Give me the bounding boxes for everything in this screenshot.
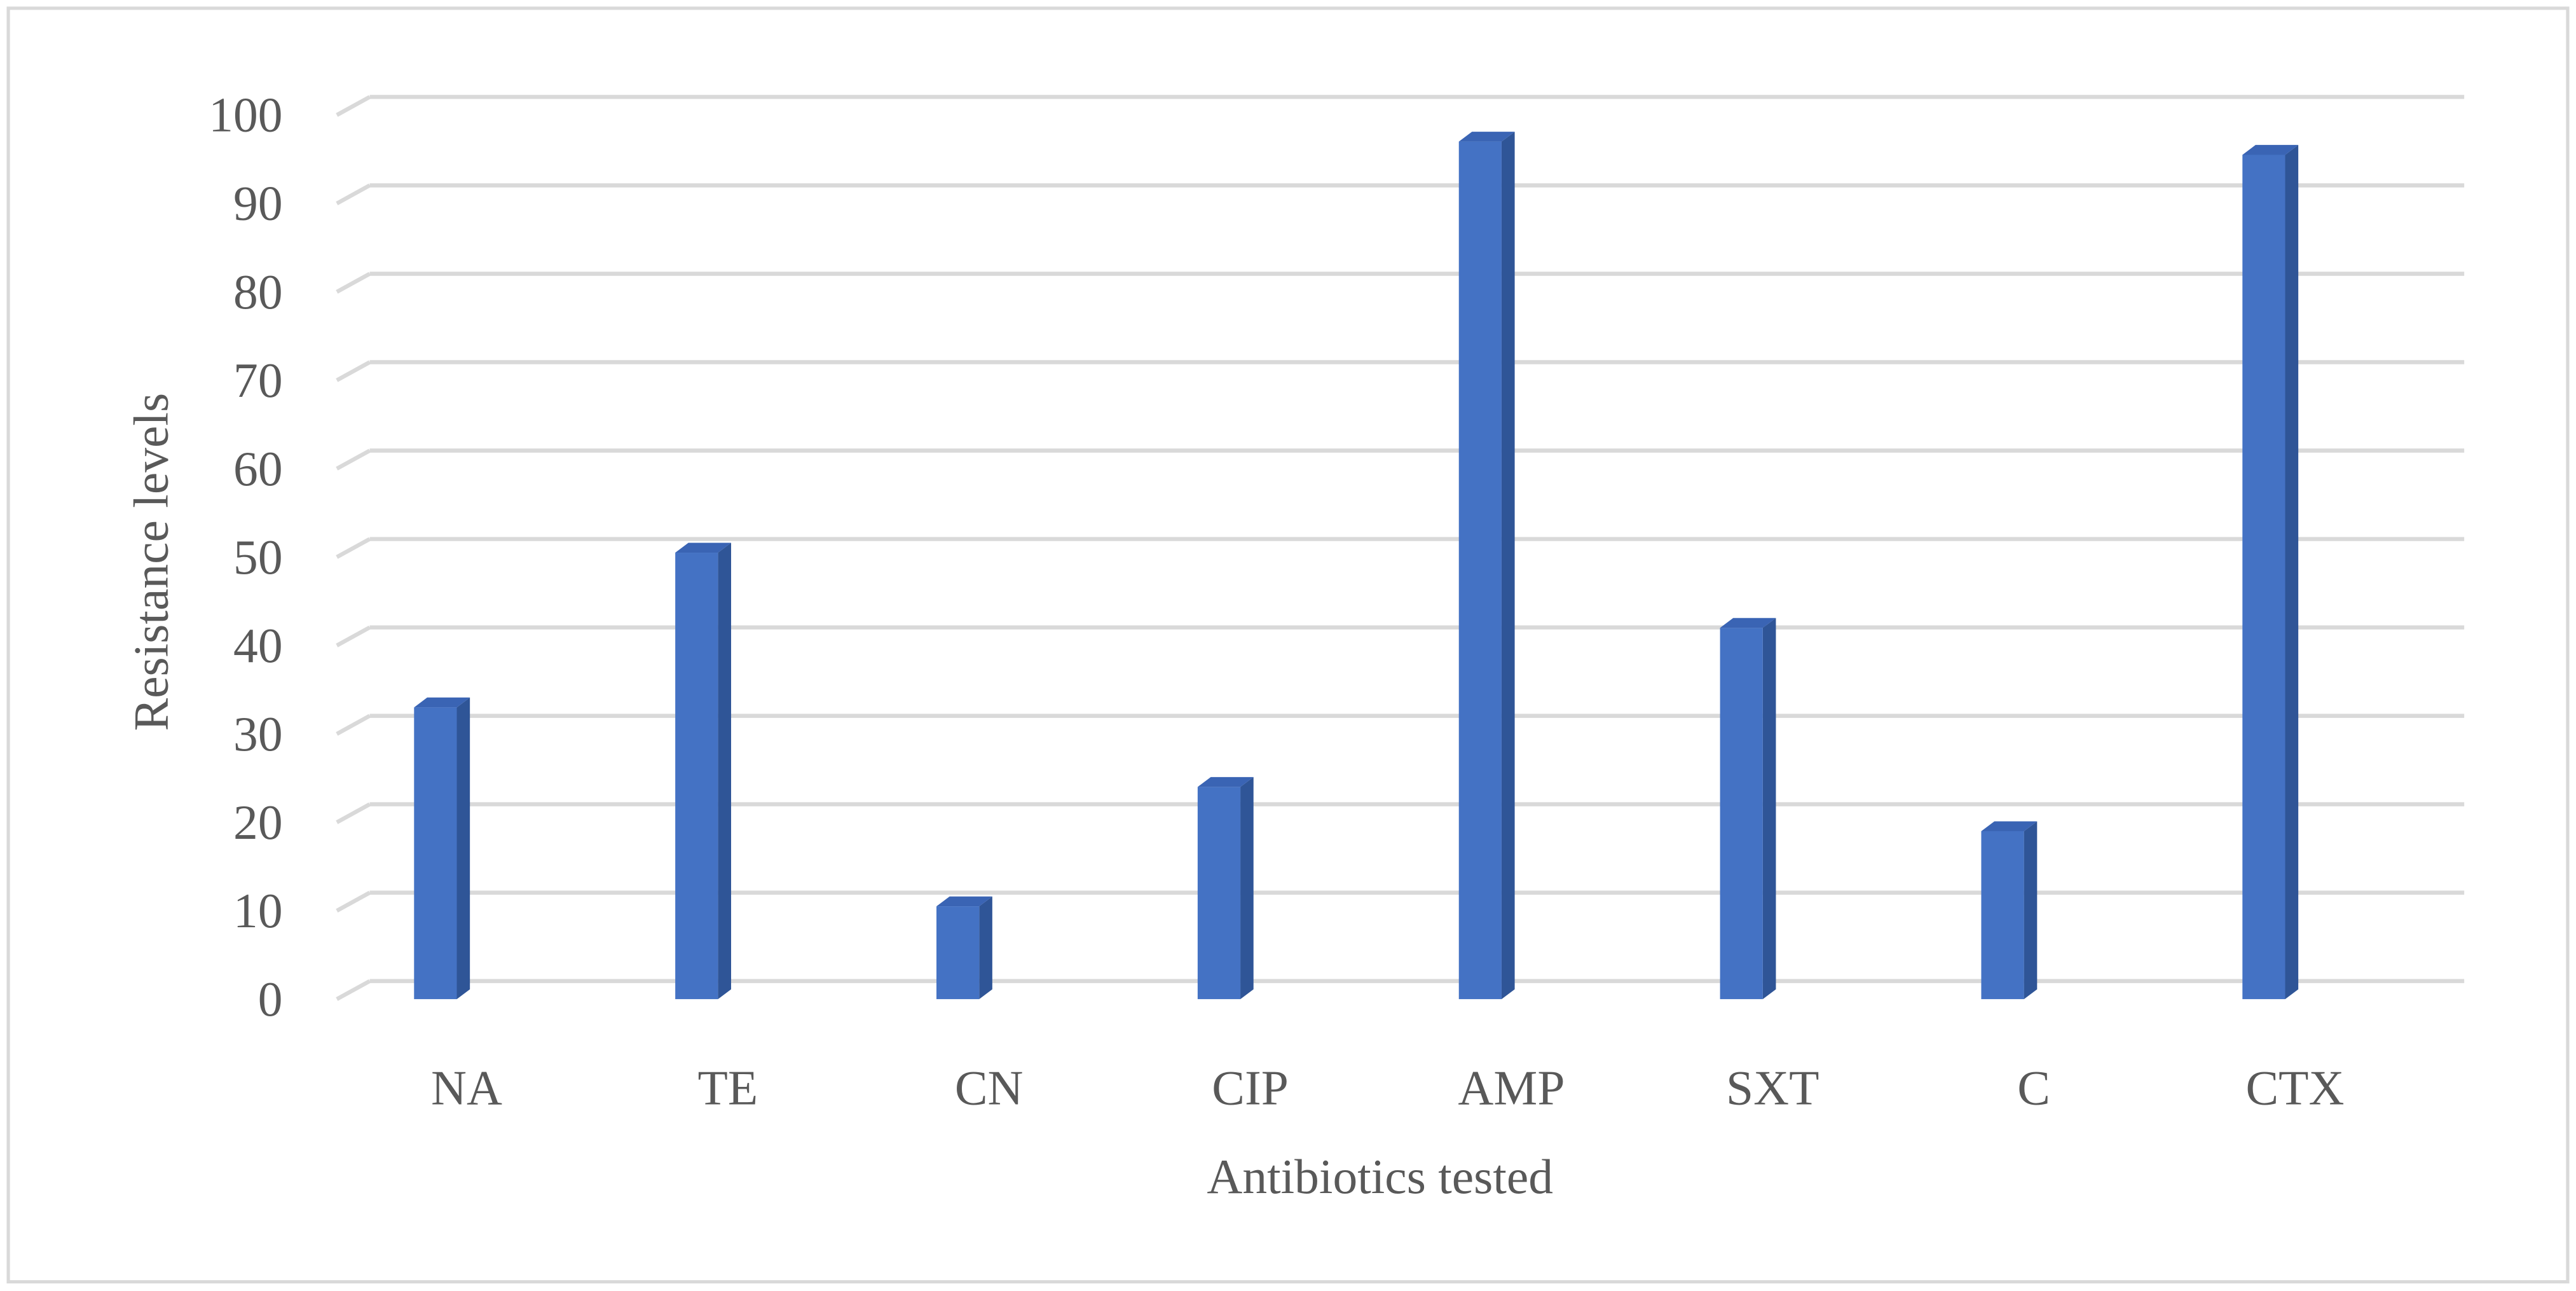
x-tick-label: CN bbox=[955, 1060, 1024, 1115]
bar-side bbox=[1762, 618, 1776, 1000]
grid-line-side bbox=[336, 272, 371, 294]
y-tick-label: 60 bbox=[233, 441, 283, 496]
grid-line-side bbox=[336, 714, 371, 736]
y-tick-label: 20 bbox=[233, 795, 283, 850]
grid-line-side bbox=[336, 979, 371, 1001]
bar bbox=[1720, 628, 1763, 1000]
y-tick-label: 100 bbox=[209, 88, 282, 142]
x-axis-title: Antibiotics tested bbox=[1207, 1149, 1553, 1204]
bar-top bbox=[1981, 821, 2038, 831]
bar-side bbox=[718, 542, 732, 1000]
bar bbox=[414, 707, 457, 1000]
grid-line-side bbox=[336, 537, 371, 559]
chart-frame bbox=[6, 6, 2570, 1284]
x-tick-label: NA bbox=[431, 1060, 502, 1115]
y-tick-label: 40 bbox=[233, 618, 283, 673]
y-tick-label: 0 bbox=[258, 972, 283, 1026]
bar bbox=[1458, 141, 1502, 1000]
bar-top bbox=[1197, 777, 1254, 787]
bar-top bbox=[675, 542, 732, 553]
bar bbox=[1981, 831, 2024, 1000]
grid-line-side bbox=[336, 95, 371, 117]
bar bbox=[675, 553, 718, 1000]
y-tick-label: 80 bbox=[233, 265, 283, 319]
bar-top bbox=[1458, 132, 1515, 142]
x-tick-label: CTX bbox=[2245, 1060, 2344, 1115]
grid-line-side bbox=[336, 183, 371, 205]
bar-side bbox=[2024, 821, 2038, 1000]
bar-side bbox=[456, 697, 470, 1000]
bar-side bbox=[1501, 132, 1515, 1000]
bar-top bbox=[936, 896, 992, 907]
bar bbox=[1197, 787, 1241, 1000]
bar-top bbox=[414, 697, 470, 708]
y-tick-label: 50 bbox=[233, 530, 283, 584]
bar-top bbox=[1720, 618, 1776, 628]
bar bbox=[936, 906, 980, 1000]
x-tick-label: C bbox=[2017, 1060, 2050, 1115]
y-tick-label: 10 bbox=[233, 883, 283, 938]
bar-top bbox=[2242, 144, 2299, 155]
x-tick-label: SXT bbox=[1726, 1060, 1819, 1115]
grid-line-side bbox=[336, 625, 371, 647]
bar bbox=[2242, 155, 2285, 1000]
bar-side bbox=[2285, 144, 2299, 1000]
x-tick-label: AMP bbox=[1458, 1060, 1565, 1115]
y-tick-label: 70 bbox=[233, 353, 283, 408]
y-tick-label: 30 bbox=[233, 707, 283, 761]
grid-line-side bbox=[336, 360, 371, 382]
grid-line-side bbox=[336, 448, 371, 471]
bar-side bbox=[979, 896, 992, 1000]
x-tick-label: CIP bbox=[1212, 1060, 1289, 1115]
y-axis-title: Resistance levels bbox=[124, 393, 179, 731]
grid-line-side bbox=[336, 802, 371, 824]
y-tick-label: 90 bbox=[233, 176, 283, 231]
x-tick-label: TE bbox=[698, 1060, 758, 1115]
grid-line-side bbox=[336, 890, 371, 913]
bar-side bbox=[1240, 777, 1254, 1000]
